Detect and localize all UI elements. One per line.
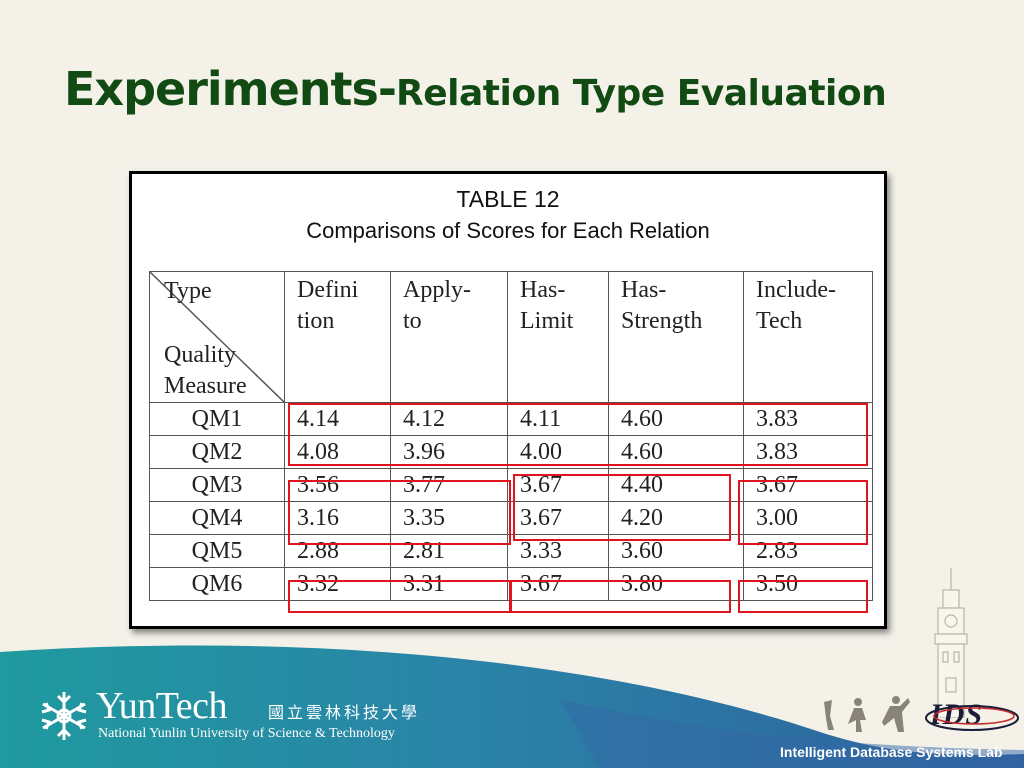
- table-cell: 3.83: [743, 435, 873, 469]
- footer-band: [0, 645, 1024, 768]
- table-cell: 3.67: [507, 567, 609, 601]
- row-label: QM4: [149, 501, 285, 535]
- table-cell: 4.12: [390, 402, 508, 436]
- column-header-line1: Has-: [520, 277, 566, 303]
- table-cell: 4.60: [608, 435, 744, 469]
- column-header-has-limit: Has- Limit: [507, 271, 609, 403]
- table-cell: 3.67: [507, 468, 609, 502]
- table-row-qm3: QM3 3.56 3.77 3.67 4.40 3.67: [149, 468, 873, 502]
- yuntech-logo-icon: [41, 692, 87, 740]
- table-row-qm6: QM6 3.32 3.31 3.67 3.80 3.50: [149, 567, 873, 601]
- table-row-qm5: QM5 2.88 2.81 3.33 3.60 2.83: [149, 534, 873, 568]
- table-cell: 4.14: [284, 402, 391, 436]
- column-header-line1: Include-: [756, 277, 836, 303]
- column-header-line1: Has-: [621, 277, 667, 303]
- diagonal-divider: [150, 272, 284, 402]
- yuntech-english-name: National Yunlin University of Science & …: [98, 726, 395, 741]
- table-cell: 3.35: [390, 501, 508, 535]
- table-cell: 3.00: [743, 501, 873, 535]
- table-row-qm1: QM1 4.14 4.12 4.11 4.60 3.83: [149, 402, 873, 436]
- table-cell: 4.40: [608, 468, 744, 502]
- column-header-line1: Apply-: [403, 277, 471, 303]
- scores-table: Type Quality Measure Defini tion Apply-to …: [149, 271, 873, 601]
- yuntech-logo-text: YunTech: [96, 685, 228, 727]
- corner-type-label: Type: [164, 278, 212, 304]
- table-cell: 3.33: [507, 534, 609, 568]
- slide-title: Experiments-Relation Type Evaluation: [64, 62, 887, 116]
- column-header-line2: Strength: [621, 308, 703, 334]
- row-label: QM3: [149, 468, 285, 502]
- column-header-apply-to: Apply-to: [390, 271, 508, 403]
- column-header-line2: Tech: [756, 308, 803, 334]
- table-row-qm4: QM4 3.16 3.35 3.67 4.20 3.00: [149, 501, 873, 535]
- table-cell: 4.60: [608, 402, 744, 436]
- column-header-definition: Defini tion: [284, 271, 391, 403]
- table-cell: 4.08: [284, 435, 391, 469]
- table-row-qm2: QM2 4.08 3.96 4.00 4.60 3.83: [149, 435, 873, 469]
- table-cell: 2.81: [390, 534, 508, 568]
- column-header-line2: tion: [297, 308, 335, 334]
- title-main: Experiments-: [64, 62, 397, 116]
- running-figures-icon: [824, 696, 910, 732]
- column-header-include-tech: Include- Tech: [743, 271, 873, 403]
- ids-logo-icon: [925, 705, 1019, 731]
- table-cell: 3.16: [284, 501, 391, 535]
- table-cell: 3.50: [743, 567, 873, 601]
- column-header-line1: Defini: [297, 277, 359, 303]
- table-caption-number: TABLE 12: [456, 186, 560, 212]
- column-header-line2: Limit: [520, 308, 574, 334]
- title-sub: Relation Type Evaluation: [396, 73, 887, 114]
- table-cell: 2.88: [284, 534, 391, 568]
- table-cell: 3.31: [390, 567, 508, 601]
- table-cell: 4.11: [507, 402, 609, 436]
- table-cell: 3.96: [390, 435, 508, 469]
- column-header-line2: to: [403, 308, 422, 334]
- corner-header-cell: Type Quality Measure: [149, 271, 285, 403]
- row-label: QM2: [149, 435, 285, 469]
- corner-quality-line1: Quality: [164, 342, 236, 368]
- table-cell: 3.83: [743, 402, 873, 436]
- table-cell: 3.32: [284, 567, 391, 601]
- lab-name: Intelligent Database Systems Lab: [780, 744, 1003, 760]
- table-cell: 3.60: [608, 534, 744, 568]
- corner-quality-line2: Measure: [164, 373, 247, 399]
- yuntech-chinese-name: 國立雲林科技大學: [268, 703, 421, 722]
- row-label: QM5: [149, 534, 285, 568]
- table-cell: 4.00: [507, 435, 609, 469]
- table-cell: 3.77: [390, 468, 508, 502]
- table-caption-title: Comparisons of Scores for Each Relation: [306, 218, 710, 243]
- table-cell: 4.20: [608, 501, 744, 535]
- table-cell: 2.83: [743, 534, 873, 568]
- column-header-has-strength: Has- Strength: [608, 271, 744, 403]
- row-label: QM1: [149, 402, 285, 436]
- corner-quality-label: Quality Measure: [164, 340, 247, 402]
- table-image: TABLE 12 Comparisons of Scores for Each …: [129, 171, 887, 629]
- row-label: QM6: [149, 567, 285, 601]
- table-cell: 3.67: [507, 501, 609, 535]
- table-cell: 3.80: [608, 567, 744, 601]
- table-cell: 3.67: [743, 468, 873, 502]
- table-cell: 3.56: [284, 468, 391, 502]
